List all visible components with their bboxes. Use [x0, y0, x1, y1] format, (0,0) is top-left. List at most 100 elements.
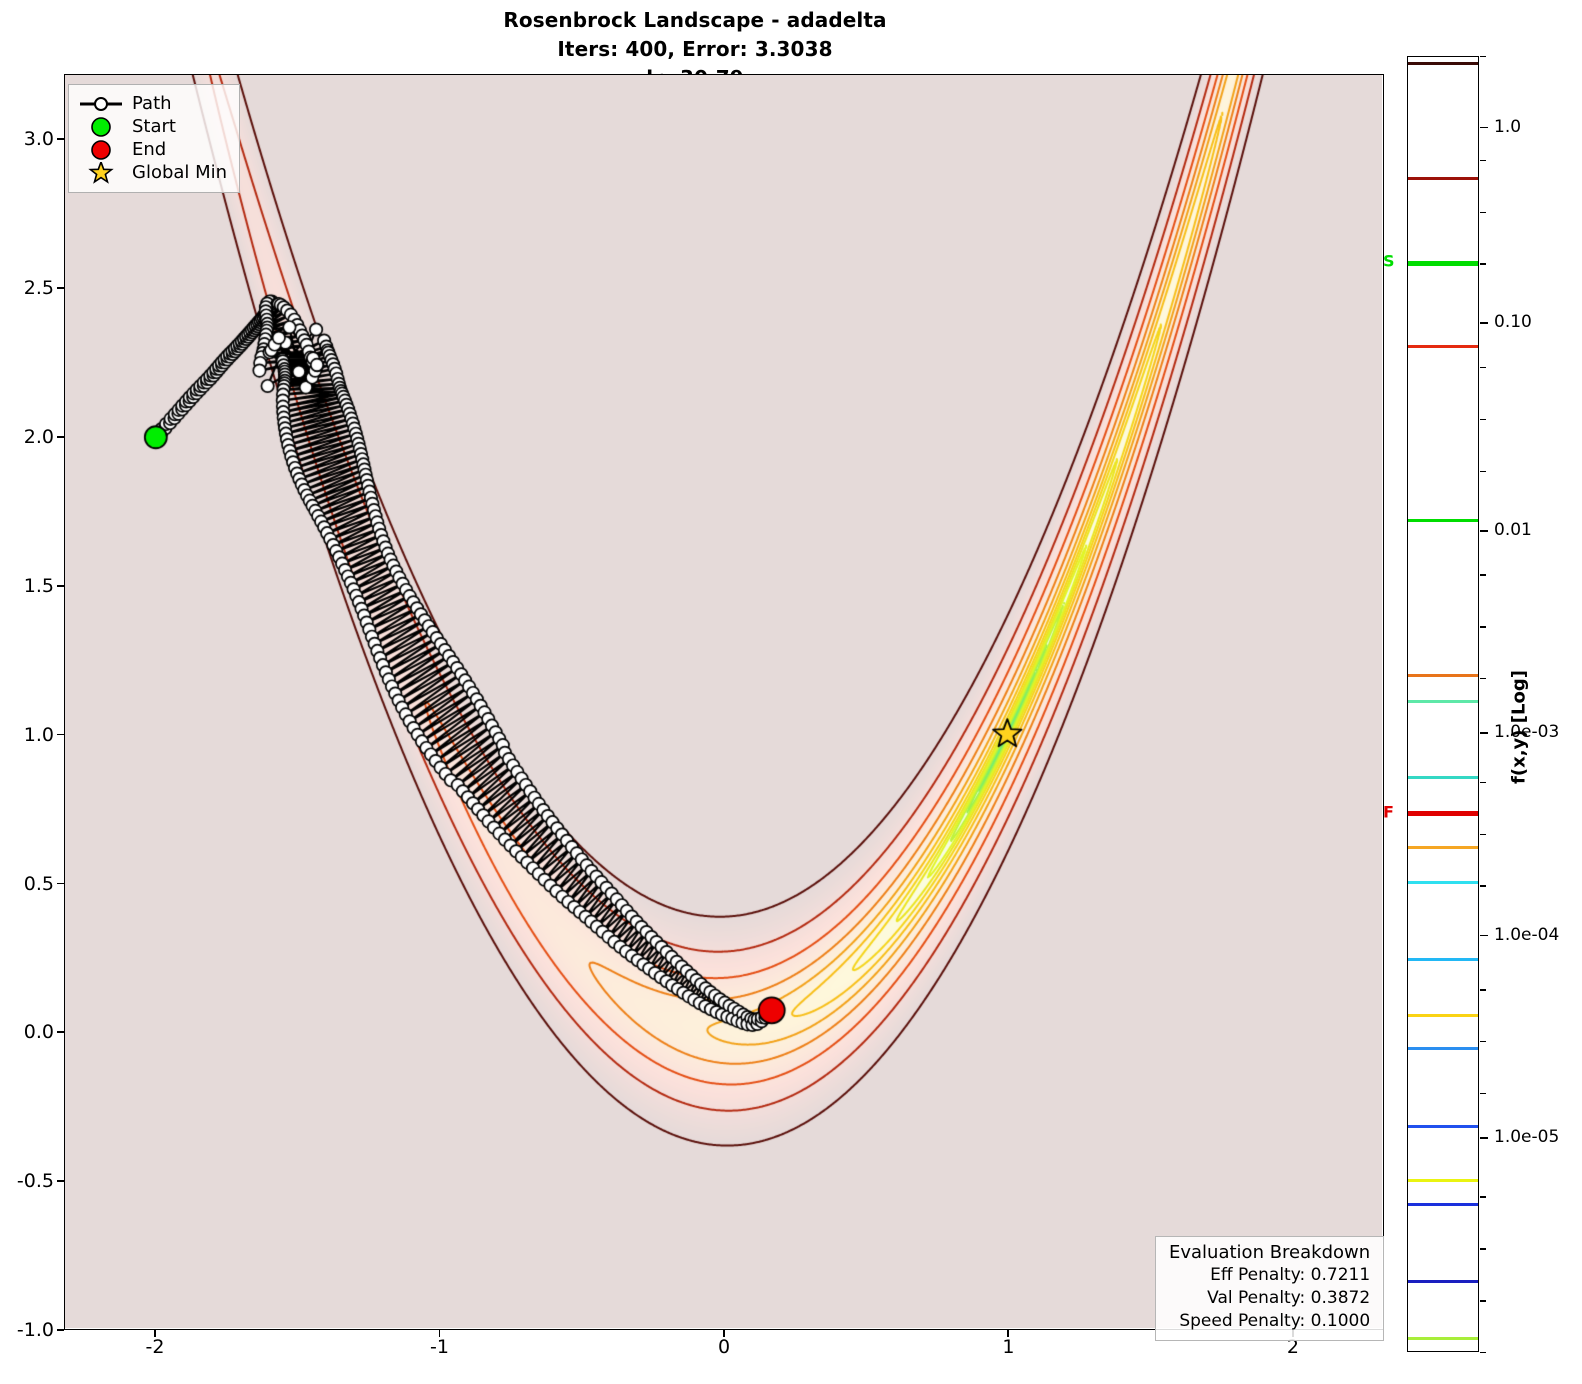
colorbar-contour-line: [1408, 880, 1478, 884]
colorbar-contour-line: [1408, 1013, 1478, 1017]
colorbar-minor-tick: [1480, 989, 1486, 991]
colorbar-tick-label: 0.10: [1494, 312, 1532, 333]
colorbar-minor-tick: [1480, 885, 1486, 887]
colorbar-minor-tick: [1480, 1300, 1486, 1302]
colorbar-minor-tick: [1480, 1248, 1486, 1250]
colorbar-tick-label: 1.0e-05: [1494, 1127, 1560, 1148]
colorbar-contour-line: [1408, 699, 1478, 703]
legend-item-path: Path: [78, 92, 227, 115]
y-tick-label: 0.0: [23, 1021, 54, 1044]
colorbar-contour-line: [1408, 1337, 1478, 1341]
colorbar-minor-tick: [1480, 626, 1486, 628]
colorbar-minor-tick: [1480, 263, 1486, 265]
colorbar-contour-line: [1408, 673, 1478, 677]
evaluation-breakdown-panel: Evaluation Breakdown Eff Penalty: 0.7211…: [1155, 1236, 1385, 1341]
legend-item-global-min: Global Min: [78, 159, 228, 184]
legend-item-label: Global Min: [132, 162, 228, 183]
colorbar-marker-line-F: [1408, 810, 1478, 816]
colorbar-title: f(x,y) [Log]: [1508, 670, 1530, 784]
y-tick-mark: [57, 138, 64, 141]
colorbar-contour-line: [1408, 177, 1478, 181]
colorbar-contour-line: [1408, 61, 1478, 65]
evaluation-row: Eff Penalty: 0.7211: [1210, 1265, 1371, 1285]
colorbar-marker-line-S: [1408, 261, 1478, 267]
legend-item-label: Path: [132, 93, 172, 114]
y-tick-label: 1.5: [23, 574, 54, 597]
colorbar-minor-tick: [1480, 1092, 1486, 1095]
colorbar-contour-line: [1408, 958, 1478, 962]
colorbar-tick-mark: [1480, 934, 1488, 937]
legend-item-end: End: [78, 138, 227, 161]
colorbar-minor-tick: [1480, 211, 1486, 213]
colorbar-minor-tick: [1480, 1352, 1486, 1354]
chart-title: Rosenbrock Landscape - adadelta Iters: 4…: [0, 6, 1390, 93]
evaluation-breakdown-rows: Eff Penalty: 0.7211 Val Penalty: 0.3872 Sp…: [1169, 1264, 1370, 1333]
colorbar-tick-label: 1.0: [1494, 116, 1522, 137]
legend-item-label: End: [132, 139, 167, 160]
y-tick-mark: [57, 287, 64, 289]
colorbar-contour-line: [1408, 845, 1478, 849]
x-tick-label: -2: [145, 1336, 165, 1358]
colorbar-minor-tick: [1480, 678, 1486, 680]
legend-item-start: Start: [78, 115, 227, 138]
legend-item-label: Start: [132, 116, 176, 137]
colorbar-minor-tick: [1480, 781, 1486, 784]
x-tick-mark: [154, 1330, 156, 1337]
plot-legend: Path Start End Global Min: [68, 84, 241, 193]
colorbar-minor-tick: [1480, 1040, 1486, 1043]
y-tick-mark: [57, 733, 64, 736]
colorbar-tick-mark: [1480, 322, 1488, 324]
title-line-2: Iters: 400, Error: 3.3038: [557, 37, 833, 61]
colorbar-contour-line: [1408, 518, 1478, 522]
y-tick-mark: [57, 436, 64, 438]
colorbar-minor-tick: [1480, 367, 1486, 369]
line-marker-icon: [78, 93, 124, 115]
colorbar-minor-tick: [1480, 833, 1486, 835]
colorbar-tick-label: 1.0e-04: [1494, 924, 1560, 945]
colorbar-minor-tick: [1480, 574, 1486, 576]
x-tick-mark: [723, 1330, 725, 1337]
x-tick-mark: [1007, 1330, 1010, 1337]
colorbar-tick-mark: [1480, 126, 1488, 129]
colorbar-contour-line: [1408, 1047, 1478, 1051]
y-tick-label: 3.0: [23, 128, 54, 151]
x-tick-label: -1: [430, 1336, 449, 1358]
x-tick-label: 0: [717, 1336, 731, 1358]
colorbar-minor-tick: [1480, 159, 1486, 162]
colorbar: [1407, 56, 1479, 1352]
contour-plot-axes: [64, 74, 1384, 1330]
x-tick-mark: [438, 1330, 441, 1337]
x-tick-label: 1: [1002, 1336, 1015, 1358]
y-tick-label: 0.5: [23, 872, 54, 895]
colorbar-tick-label: 1.0e-03: [1494, 722, 1560, 743]
colorbar-contour-line: [1408, 1202, 1478, 1206]
x-tick-label: 2: [1286, 1336, 1299, 1358]
circle-icon: [78, 139, 124, 161]
y-tick-mark: [57, 584, 64, 587]
circle-icon: [78, 116, 124, 138]
colorbar-tick-label: 0.01: [1494, 520, 1532, 541]
colorbar-contour-line: [1408, 1280, 1478, 1284]
y-tick-mark: [57, 1180, 64, 1182]
colorbar-minor-tick: [1480, 418, 1486, 421]
y-tick-label: 2.0: [23, 426, 54, 449]
colorbar-minor-tick: [1480, 1196, 1486, 1198]
colorbar-contour-line: [1408, 1179, 1478, 1183]
evaluation-breakdown-title: Evaluation Breakdown: [1169, 1242, 1371, 1263]
y-tick-label: -0.5: [16, 1170, 54, 1193]
colorbar-tick-mark: [1480, 732, 1488, 734]
colorbar-contour-line: [1408, 1125, 1478, 1129]
y-tick-mark: [57, 1031, 64, 1033]
colorbar-tick-mark: [1480, 530, 1488, 532]
y-tick-mark: [57, 882, 64, 885]
y-tick-label: 1.0: [23, 723, 54, 746]
colorbar-minor-tick: [1480, 470, 1486, 473]
evaluation-row: Val Penalty: 0.3872: [1207, 1288, 1371, 1308]
y-tick-mark: [57, 1329, 64, 1331]
colorbar-tick-mark: [1480, 1137, 1488, 1139]
y-tick-label: 2.5: [23, 277, 54, 300]
evaluation-row: Speed Penalty: 0.1000: [1179, 1311, 1371, 1331]
rosenbrock-contour-canvas: [65, 75, 1382, 1328]
star-icon: [78, 159, 124, 184]
colorbar-minor-tick: [1480, 56, 1486, 58]
